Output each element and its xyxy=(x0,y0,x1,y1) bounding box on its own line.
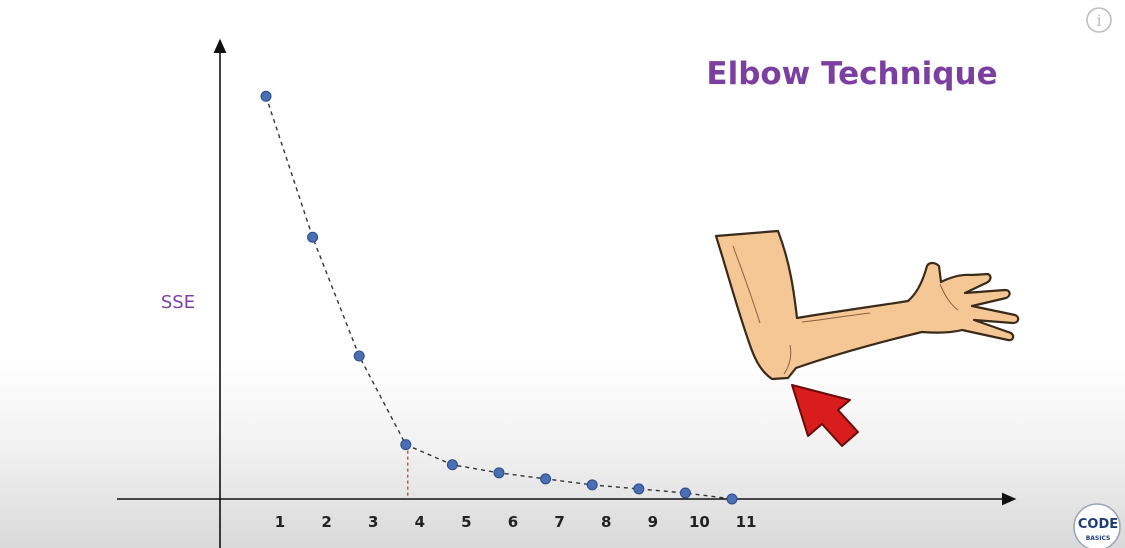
x-tick-label-9: 9 xyxy=(648,513,658,531)
logo-main-text: CODE xyxy=(1078,517,1118,532)
arm-illustration xyxy=(714,229,1020,381)
y-axis-label: SSE xyxy=(161,292,195,313)
info-icon-glyph: i xyxy=(1096,11,1101,30)
x-tick-label-11: 11 xyxy=(736,513,757,531)
code-basics-logo: CODE BASICS xyxy=(1073,503,1121,548)
red-arrow-icon xyxy=(791,384,859,447)
data-point-k9 xyxy=(633,483,645,495)
data-point-k5 xyxy=(446,459,458,471)
x-tick-label-6: 6 xyxy=(508,513,518,531)
chart-title: Elbow Technique xyxy=(706,56,997,92)
data-point-k6 xyxy=(493,467,505,479)
sse-series-line xyxy=(265,96,733,500)
x-tick-label-2: 2 xyxy=(321,513,331,531)
data-point-k1 xyxy=(260,90,272,102)
x-tick-label-1: 1 xyxy=(275,513,285,531)
data-point-k4 xyxy=(400,439,412,451)
data-point-k3 xyxy=(353,350,365,362)
data-point-k11 xyxy=(726,493,738,505)
info-icon[interactable]: i xyxy=(1086,7,1112,33)
logo-sub-text: BASICS xyxy=(1086,535,1111,542)
data-point-k8 xyxy=(586,479,598,491)
x-tick-label-10: 10 xyxy=(689,513,710,531)
data-point-k10 xyxy=(679,487,691,499)
x-tick-label-3: 3 xyxy=(368,513,378,531)
x-tick-label-5: 5 xyxy=(461,513,471,531)
data-point-k7 xyxy=(540,473,552,485)
x-tick-label-4: 4 xyxy=(415,513,425,531)
x-tick-label-7: 7 xyxy=(554,513,564,531)
data-point-k2 xyxy=(307,231,319,243)
x-tick-label-8: 8 xyxy=(601,513,611,531)
